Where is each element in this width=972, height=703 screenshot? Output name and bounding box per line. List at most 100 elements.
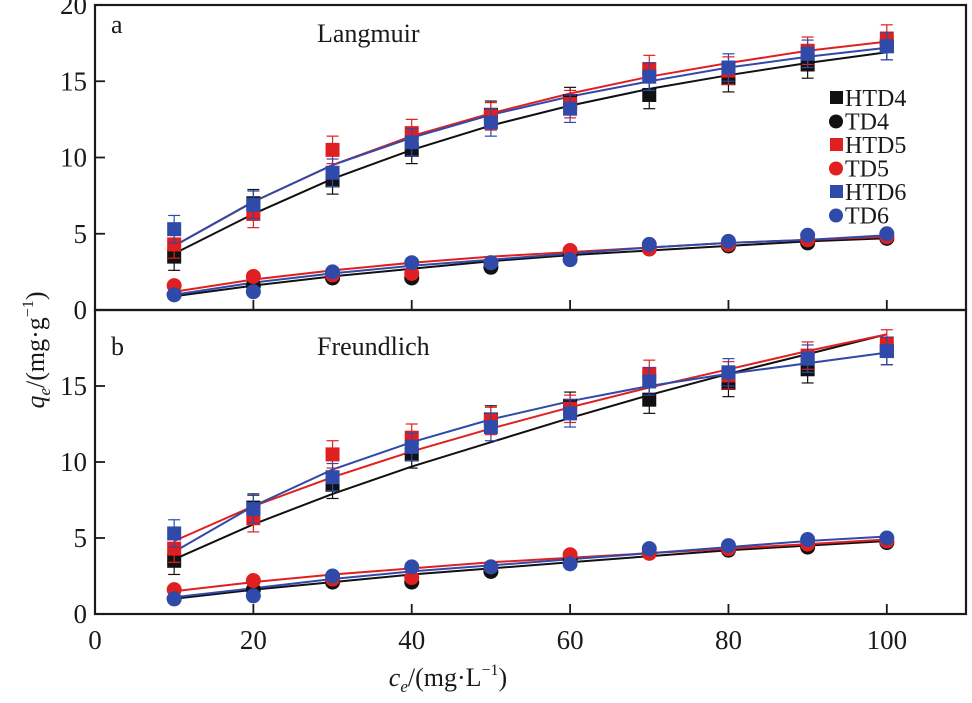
y-tick-label: 15 [60,66,87,96]
legend-label: HTD4 [845,86,906,112]
fit-line-td6 [174,234,887,296]
fit-line-htd5 [173,40,887,247]
legend-label: TD4 [845,110,889,136]
y-tick-label: 5 [74,523,88,553]
x-tick-label: 0 [88,625,102,655]
fit-line-td4 [174,540,887,600]
y-tick-label: 20 [60,0,87,20]
data-point [879,530,895,546]
data-point [800,351,815,366]
data-point [325,264,341,280]
x-tick-label: 20 [240,625,267,655]
data-point [167,541,182,556]
data-point [721,365,736,380]
x-tick-label: 40 [398,625,425,655]
x-tick-label: 80 [715,625,742,655]
data-point [166,591,182,607]
y-tick-label: 0 [74,599,88,629]
y-tick-label: 0 [74,295,88,325]
series-htd6 [167,336,894,548]
model-name: Langmuir [317,19,420,48]
legend-marker-circle [829,161,843,176]
panel-letter: a [111,10,123,39]
series-htd4 [167,31,894,271]
legend-label: TD6 [845,204,889,230]
fit-line-htd5 [173,333,888,542]
y-axis-title: qe/(mg·g−1) [20,291,54,408]
data-point [245,284,261,300]
legend-label: TD5 [845,157,889,183]
data-point [245,268,261,284]
model-name: Freundlich [317,332,430,361]
data-point [167,237,182,252]
y-tick-label: 5 [74,219,88,249]
fit-line-htd6 [173,46,887,247]
data-point [642,392,657,407]
data-point [404,559,420,575]
data-point [642,374,657,389]
data-point [404,255,420,271]
fit-line-td6 [174,535,887,599]
data-point [641,236,657,252]
fit-line-htd4 [173,51,887,255]
data-point [404,265,420,281]
data-point [642,87,657,102]
data-point [721,60,736,75]
data-point [325,568,341,584]
data-point [800,532,816,548]
data-point [483,420,498,435]
data-point [879,39,894,54]
data-point [563,406,578,421]
series-htd5 [167,329,894,563]
data-point [245,588,261,604]
panel-letter: b [111,332,124,361]
data-point [562,252,578,268]
legend-marker-circle [829,114,843,129]
data-point [720,233,736,249]
axis-titles: qe/(mg·g−1) ce/(mg·L−1) [20,291,507,696]
plot-frame [93,3,968,312]
legend-item-td5: TD5 [829,157,889,183]
x-tick-label: 100 [867,625,908,655]
data-point [246,197,261,212]
fit-line-htd4 [173,333,888,561]
data-point [879,226,895,242]
fit-line-htd6 [173,351,887,553]
data-point [800,46,815,61]
data-point [483,255,499,271]
fit-curves [173,40,887,298]
data-point [563,101,578,116]
legend-marker-square [830,91,843,104]
data-point [404,570,420,586]
data-point [325,142,340,157]
data-point [404,135,419,150]
data-point [167,526,182,541]
legend-label: HTD6 [845,180,906,206]
fit-line-td4 [174,237,887,298]
data-point [562,556,578,572]
data-point [483,115,498,130]
legend-item-td4: TD4 [829,110,889,136]
x-axis-title: ce/(mg·L−1) [389,662,507,696]
data-point [879,344,894,359]
fit-line-td5 [174,235,887,293]
data-point [404,439,419,454]
plot-frame [93,308,968,616]
data-point [800,227,816,243]
fit-curves [173,333,888,600]
legend-label: HTD5 [845,133,906,159]
data-point [642,69,657,84]
data-point [245,573,261,589]
data-point [720,538,736,554]
data-point [325,470,340,485]
legend-marker-circle [829,208,843,223]
data-point [246,502,261,517]
series-td6 [166,530,895,607]
panel-b-freundlich: 0 5 10 15 0 20 40 60 80 100 b Freundlich [60,308,968,655]
y-tick-label: 15 [60,371,87,401]
legend-marker-square [830,138,843,151]
legend-item-td6: TD6 [829,204,889,230]
x-tick-label: 60 [557,625,584,655]
data-point [167,222,182,237]
